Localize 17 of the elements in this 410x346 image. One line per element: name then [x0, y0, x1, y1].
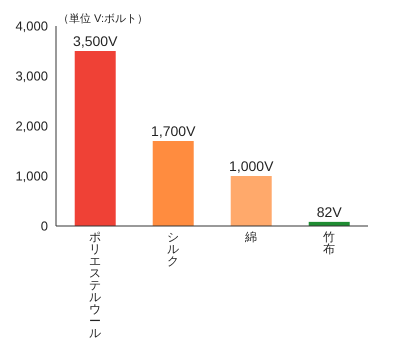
- x-tick-label: 竹布: [322, 230, 336, 256]
- x-tick-label: シルク: [166, 230, 180, 268]
- bar: [230, 176, 272, 226]
- y-tick-label: 4,000: [15, 18, 48, 34]
- y-tick-label: 0: [40, 218, 48, 234]
- bar: [152, 141, 194, 226]
- text: （単位 V:ボルト）: [58, 12, 148, 26]
- data-label: 1,700V: [151, 123, 196, 139]
- x-tick-label: 綿: [244, 230, 258, 244]
- category-label: ポリエステルウール: [89, 230, 101, 340]
- data-label: 1,000V: [229, 158, 274, 174]
- data-label: 3,500V: [73, 33, 118, 49]
- y-tick-label: 3,000: [15, 68, 48, 84]
- y-tick-label: 1,000: [15, 168, 48, 184]
- y-tick-label: 2,000: [15, 118, 48, 134]
- data-label: 82V: [316, 204, 342, 220]
- bar: [74, 51, 116, 226]
